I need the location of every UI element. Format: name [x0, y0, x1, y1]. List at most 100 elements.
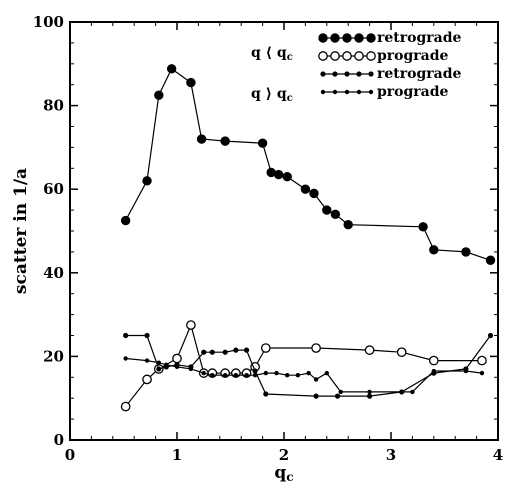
series-4-point: [210, 373, 215, 378]
series-1-point: [220, 136, 230, 146]
legend-marker: [332, 71, 338, 77]
y-tick-label: 20: [43, 347, 64, 365]
series-4-point: [431, 368, 436, 374]
legend-retrograde-2-symbol: [320, 71, 374, 77]
series-1-retrograde: [120, 64, 496, 265]
series-4-point: [295, 373, 301, 378]
series-3-point: [263, 391, 269, 397]
series-3-point: [252, 368, 258, 374]
legend-marker: [344, 71, 350, 77]
legend-marker: [354, 33, 364, 43]
series-1-point: [282, 171, 292, 182]
legend-marker: [320, 71, 326, 77]
series-3-point: [123, 332, 129, 339]
x-tick-label: 0: [65, 446, 75, 464]
series-2-point: [172, 353, 182, 364]
series-1-point: [343, 220, 353, 230]
series-3-point: [487, 332, 494, 339]
series-1-point: [330, 209, 341, 219]
series-1-point: [166, 64, 177, 74]
series-layer: [120, 64, 496, 412]
legend-group-1-label: q ⟨ qc: [251, 45, 293, 63]
legend-marker: [318, 33, 328, 43]
series-4-point: [367, 389, 372, 395]
legend-retrograde-1-label: retrograde: [377, 30, 461, 46]
legend-marker: [368, 89, 374, 95]
y-tick-label: 60: [43, 180, 64, 198]
series-2-point: [260, 343, 271, 353]
series-1-point: [186, 77, 196, 88]
legend-marker: [332, 89, 338, 95]
series-1-point: [485, 255, 496, 265]
y-tick-label: 100: [33, 13, 64, 31]
series-2-point: [186, 320, 196, 330]
legend-marker: [356, 89, 362, 95]
series-4-point: [463, 368, 469, 374]
series-3-point: [222, 349, 228, 355]
legend-prograde-1-label: prograde: [377, 48, 449, 64]
series-1-point: [196, 134, 207, 144]
series-4-point: [410, 389, 415, 395]
series-4-point: [313, 377, 319, 382]
series-4-point: [174, 364, 180, 370]
legend-marker: [354, 51, 364, 61]
series-4-point: [479, 370, 485, 376]
series-4-point: [123, 356, 128, 361]
series-3-point: [243, 347, 250, 353]
legend-prograde-2-symbol: [320, 89, 374, 95]
series-4-point: [144, 358, 150, 363]
series-1-point: [154, 90, 164, 100]
legend-marker: [330, 33, 340, 43]
y-tick-label: 40: [43, 264, 64, 282]
series-1-point: [309, 188, 319, 199]
series-3-point: [233, 347, 239, 353]
legend-marker: [356, 71, 362, 77]
series-4-point: [285, 373, 290, 378]
x-tick-label: 4: [493, 446, 503, 464]
series-1-point: [322, 205, 332, 215]
series-4-point: [188, 366, 194, 372]
legend-prograde-2-label: prograde: [377, 84, 449, 100]
series-4-point: [306, 370, 311, 376]
y-tick-label: 0: [54, 431, 64, 449]
series-2-point: [477, 355, 487, 366]
legend-marker: [342, 51, 352, 61]
series-3-point: [313, 393, 319, 399]
series-2-point: [396, 347, 407, 358]
series-4-point: [244, 373, 249, 378]
series-3-point: [209, 349, 215, 355]
series-4-prograde: [123, 356, 485, 395]
legend-marker: [366, 51, 376, 61]
x-tick-label: 3: [386, 446, 396, 464]
series-1-point: [142, 176, 152, 186]
series-3-line: [125, 334, 491, 397]
series-4-point: [222, 373, 228, 378]
series-4-point: [399, 389, 404, 395]
series-1-point: [120, 215, 131, 226]
y-tick-label: 80: [43, 97, 64, 115]
series-3-point: [201, 349, 207, 355]
series-2-point: [120, 401, 131, 412]
series-4-line: [125, 357, 482, 393]
series-1-point: [257, 138, 268, 148]
x-axis-label: qc: [274, 463, 293, 484]
series-1-point: [300, 184, 311, 194]
series-3-point: [334, 393, 341, 399]
legend-retrograde-2-label: retrograde: [377, 66, 461, 82]
series-4-point: [164, 362, 169, 367]
legend-marker: [344, 89, 350, 95]
legend-prograde-1-symbol: [318, 51, 376, 61]
series-3-point: [156, 366, 162, 372]
legend-retrograde-1-symbol: [318, 33, 376, 43]
series-4-point: [274, 370, 279, 376]
y-axis-label: scatter in 1/a: [11, 168, 31, 294]
series-4-point: [252, 373, 258, 378]
series-4-point: [233, 373, 239, 378]
series-2-point: [428, 355, 439, 366]
x-tick-label: 2: [279, 446, 289, 464]
x-tick-label: 1: [172, 446, 182, 464]
legend-marker: [318, 51, 328, 61]
series-2-point: [364, 345, 375, 355]
